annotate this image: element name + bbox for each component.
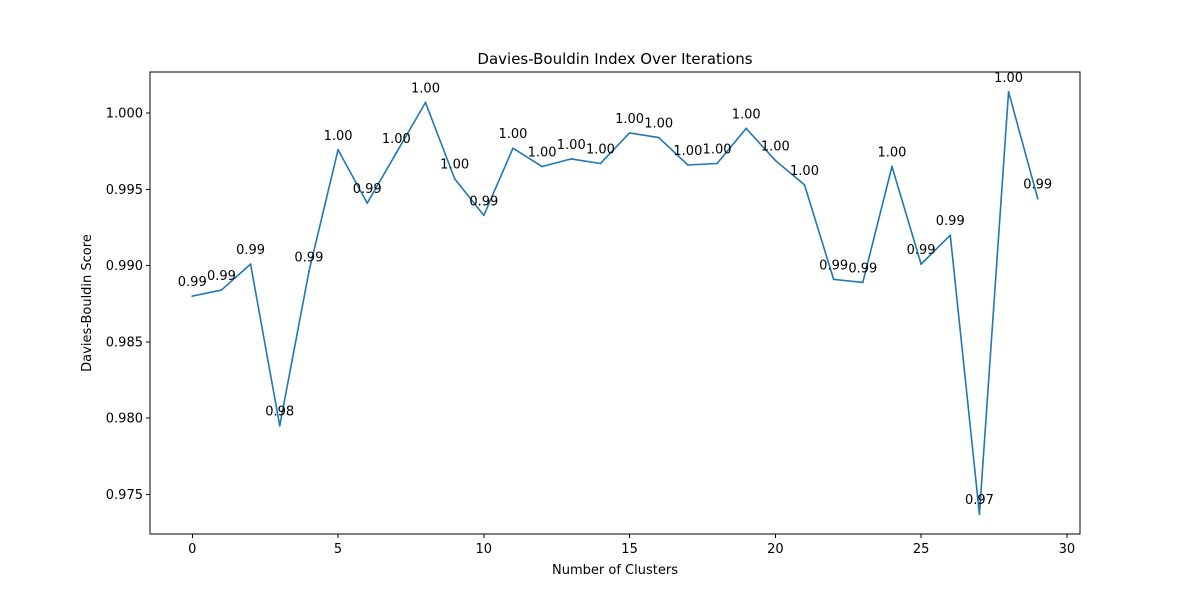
data-label: 1.00	[761, 139, 790, 154]
data-point	[307, 270, 310, 273]
data-label: 0.99	[907, 243, 936, 258]
data-point	[657, 136, 660, 139]
data-point	[920, 263, 923, 266]
data-label: 1.00	[411, 81, 440, 96]
data-label: 0.99	[936, 214, 965, 229]
y-tick-label: 1.000	[106, 107, 143, 122]
data-point	[366, 202, 369, 205]
data-point	[337, 148, 339, 151]
data-point	[803, 183, 806, 186]
x-tick-label: 15	[621, 542, 638, 557]
data-point	[191, 295, 194, 298]
data-label: 0.99	[236, 243, 265, 258]
chart-title: Davies-Bouldin Index Over Iterations	[477, 50, 752, 68]
data-label: 1.00	[528, 146, 557, 161]
data-label: 1.00	[382, 132, 411, 147]
data-label: 0.99	[294, 251, 323, 266]
data-point	[220, 289, 223, 291]
data-point	[891, 165, 893, 168]
data-point	[832, 278, 835, 281]
data-label: 1.00	[673, 144, 702, 159]
data-label: 0.99	[178, 275, 207, 290]
data-point	[978, 513, 981, 516]
data-label: 0.97	[965, 493, 994, 508]
data-label: 0.99	[1023, 178, 1052, 193]
data-point	[599, 162, 602, 165]
data-label: 0.98	[265, 405, 294, 420]
data-point	[1007, 90, 1010, 93]
data-point	[453, 177, 456, 180]
data-point	[745, 127, 748, 130]
x-tick-label: 10	[476, 542, 493, 557]
data-point	[249, 263, 252, 266]
data-label: 0.99	[819, 258, 848, 273]
data-point	[628, 132, 631, 134]
data-label: 1.00	[644, 117, 673, 132]
data-label: 1.00	[324, 129, 353, 144]
data-label: 1.00	[790, 164, 819, 179]
data-label: 1.00	[877, 146, 906, 161]
y-tick-label: 0.985	[106, 335, 143, 350]
data-label: 1.00	[615, 112, 644, 127]
data-point	[861, 281, 864, 284]
data-point	[1036, 197, 1039, 200]
plot-frame	[149, 71, 1081, 535]
data-point	[570, 158, 573, 160]
y-tick-label: 0.980	[106, 412, 143, 427]
data-label: 0.99	[353, 182, 382, 197]
x-tick-label: 25	[913, 542, 930, 557]
data-label: 1.00	[557, 138, 586, 153]
data-point	[512, 147, 514, 150]
data-label: 0.99	[207, 269, 236, 284]
y-tick-label: 0.995	[106, 183, 143, 198]
data-point	[774, 159, 777, 162]
data-label: 1.00	[498, 127, 527, 142]
data-label: 1.00	[994, 71, 1023, 86]
series-line	[191, 91, 1039, 515]
data-label: 1.00	[732, 107, 761, 122]
y-tick-label: 0.990	[106, 259, 143, 274]
data-point	[541, 165, 544, 168]
data-point	[278, 424, 281, 427]
y-axis-label: Davies-Bouldin Score	[80, 234, 95, 372]
data-label: 1.00	[703, 142, 732, 157]
data-point	[424, 101, 427, 104]
data-point	[949, 234, 952, 237]
x-tick-label: 0	[188, 542, 196, 557]
y-tick-label: 0.975	[106, 488, 143, 503]
data-label: 0.99	[848, 261, 877, 276]
data-point	[395, 151, 398, 154]
data-label: 1.00	[586, 142, 615, 157]
plot-area: 0 5 10 15 20 25 30 0.975 0.980 0.985 0.990 0.995 1.0…	[106, 71, 1075, 557]
data-point	[686, 164, 689, 166]
x-tick-label: 20	[767, 542, 784, 557]
data-label: 1.00	[440, 158, 469, 173]
data-point	[716, 162, 718, 165]
data-point	[482, 214, 485, 217]
x-tick-label: 5	[334, 542, 342, 557]
data-label: 0.99	[469, 194, 498, 209]
x-axis-label: Number of Clusters	[552, 563, 678, 578]
x-tick-label: 30	[1059, 542, 1076, 557]
